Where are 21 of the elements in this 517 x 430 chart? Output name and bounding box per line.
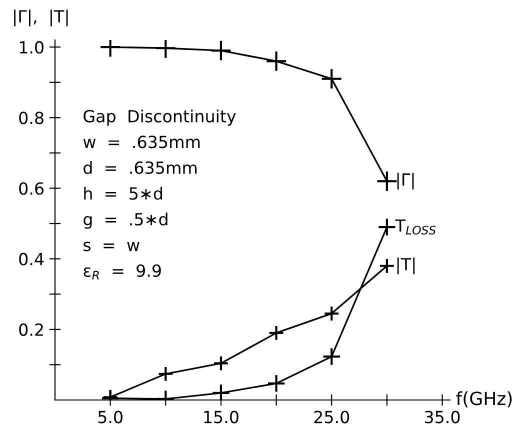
annotation: d = .635mm [84, 161, 197, 174]
y-tick-label: 0.8 [19, 112, 44, 124]
y-tick-label: 0.4 [19, 252, 44, 266]
annotation: g = .5∗d [84, 212, 168, 229]
y-tick-label: 0.2 [19, 323, 43, 336]
annotation: ε$_{R}$ = 9.9 [84, 264, 161, 280]
series-label: T$_{LOSS}$ [395, 219, 436, 235]
series-label: |Γ| [397, 172, 414, 190]
y-tick-label: 0.6 [19, 182, 44, 195]
y-tick-label: 1.0 [20, 41, 44, 54]
x-tick-label: 25.0 [314, 410, 350, 424]
x-axis-title: f(GHz) [456, 391, 512, 408]
annotation: Gap Discontinuity [84, 110, 236, 126]
y-axis-title: |Γ|, |T| [14, 10, 68, 26]
x-tick-label: 5.0 [98, 410, 122, 424]
x-tick-label: 35.0 [424, 410, 460, 424]
annotation: w = .635mm [83, 136, 200, 148]
series-label: |T| [397, 258, 415, 274]
annotation: h = 5∗d [84, 186, 162, 200]
x-tick-label: 15.0 [204, 410, 238, 424]
annotation: s = w [84, 242, 140, 252]
